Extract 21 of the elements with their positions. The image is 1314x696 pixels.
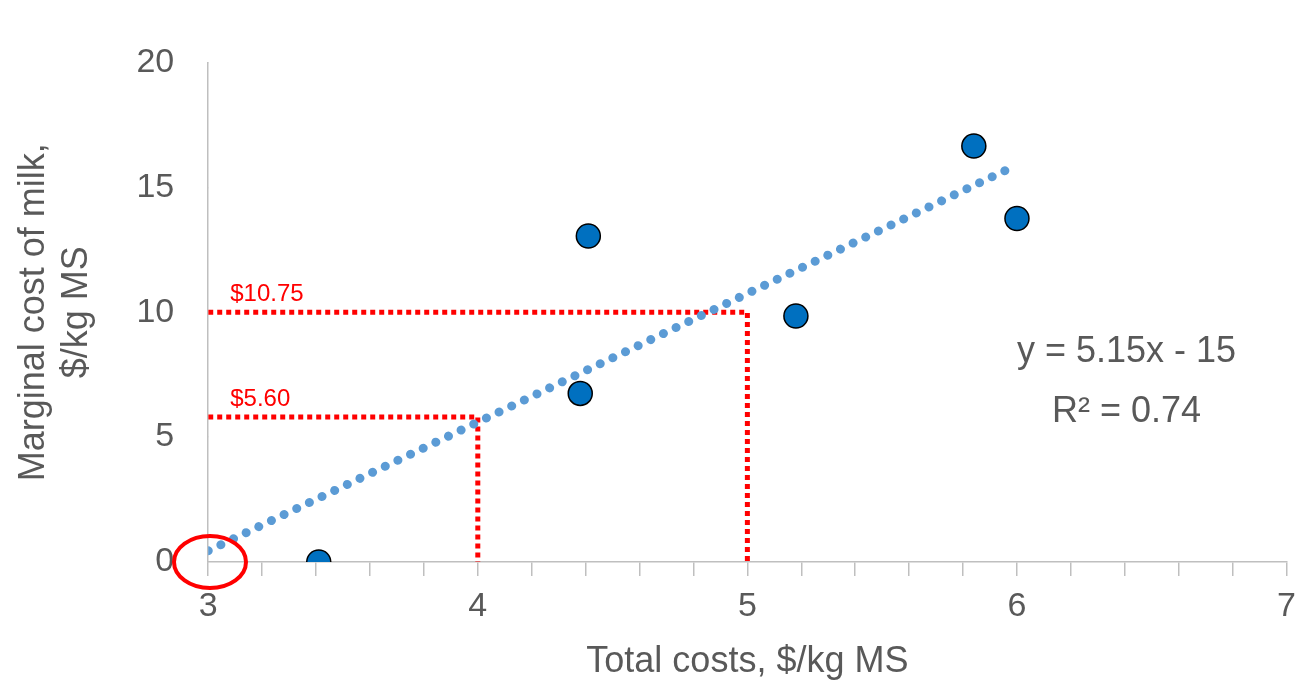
y-tick-label: 15 bbox=[136, 165, 175, 204]
point bbox=[961, 133, 987, 159]
x-tick-label: 5 bbox=[737, 584, 757, 623]
y-tick-label: 10 bbox=[136, 290, 175, 329]
point bbox=[575, 223, 602, 249]
y-tick-label: 5 bbox=[155, 415, 175, 454]
point bbox=[1004, 205, 1030, 232]
x-tick-label: 6 bbox=[1007, 584, 1027, 623]
x-tick-label: 7 bbox=[1277, 584, 1297, 623]
y-tick-label: 0 bbox=[155, 540, 175, 579]
y-axis-title: Marginal cost of milk, $/kg MS bbox=[10, 143, 95, 482]
annotation: $5.60 bbox=[230, 383, 291, 411]
y-tick-label: 20 bbox=[136, 40, 175, 79]
point bbox=[567, 380, 593, 407]
annotation: $10.75 bbox=[230, 278, 304, 306]
x-tick-label: 3 bbox=[198, 584, 218, 623]
annotation: y = 5.15x - 15 bbox=[1016, 329, 1237, 371]
point bbox=[783, 303, 809, 329]
x-axis-title: Total costs, $/kg MS bbox=[586, 639, 909, 681]
x-tick-label: 4 bbox=[468, 584, 488, 623]
annotation: R² = 0.74 bbox=[1052, 389, 1202, 431]
